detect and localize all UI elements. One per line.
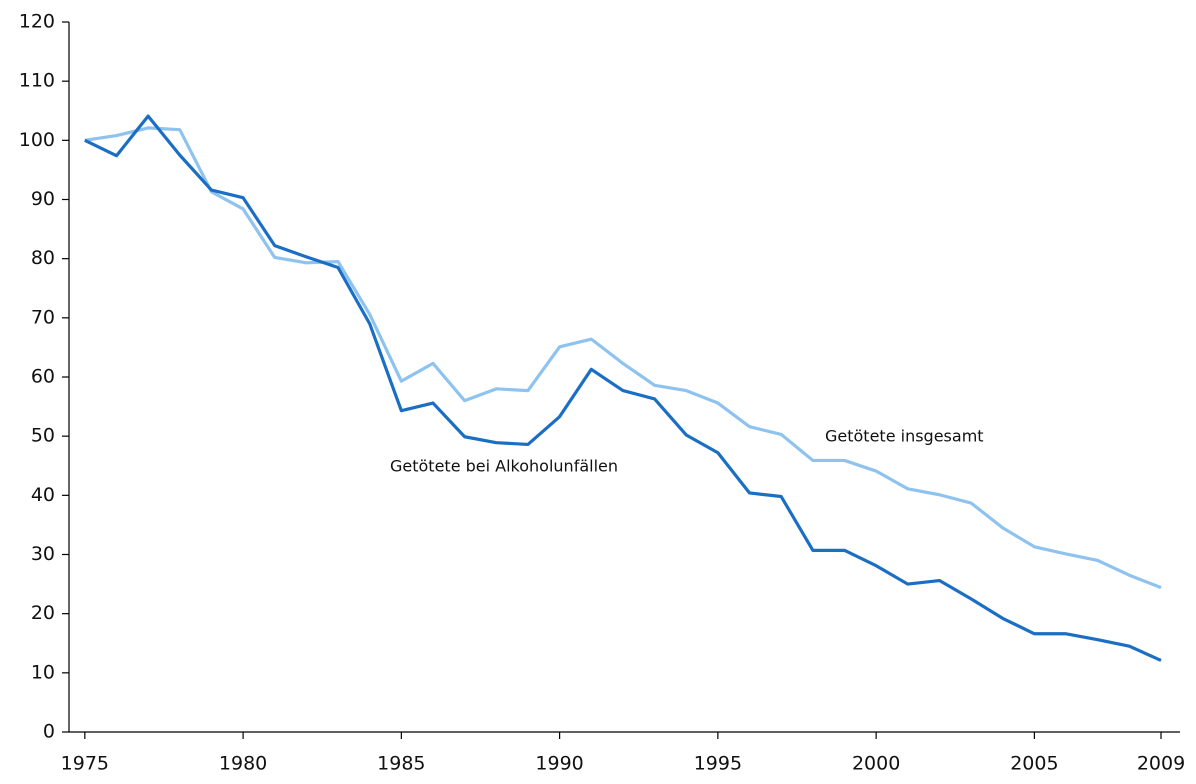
y-tick-label: 20 [31, 602, 55, 624]
x-tick-label: 1980 [219, 753, 267, 775]
y-tick-label: 40 [31, 484, 55, 506]
x-tick-label: 1995 [694, 753, 742, 775]
y-tick-label: 50 [31, 425, 55, 447]
y-tick-label: 60 [31, 366, 55, 388]
y-tick-label: 10 [31, 661, 55, 683]
y-tick-label: 100 [19, 129, 55, 151]
x-tick-label: 2000 [852, 753, 900, 775]
y-tick-label: 80 [31, 247, 55, 269]
series-line [84, 114, 1162, 662]
series-line [84, 126, 1162, 590]
y-tick-label: 70 [31, 306, 55, 328]
x-tick-label: 2009 [1137, 753, 1185, 775]
x-tick-label: 1975 [61, 753, 109, 775]
y-tick-label: 110 [19, 70, 55, 92]
y-tick-label: 30 [31, 543, 55, 565]
y-tick-label: 90 [31, 188, 55, 210]
y-tick-label: 0 [43, 721, 55, 743]
series-label: Getötete insgesamt [825, 427, 984, 446]
series-label: Getötete bei Alkoholunfällen [390, 457, 618, 476]
x-tick-label: 1985 [377, 753, 425, 775]
x-tick-label: 2005 [1010, 753, 1058, 775]
y-tick-label: 120 [19, 11, 55, 33]
x-tick-label: 1990 [535, 753, 583, 775]
